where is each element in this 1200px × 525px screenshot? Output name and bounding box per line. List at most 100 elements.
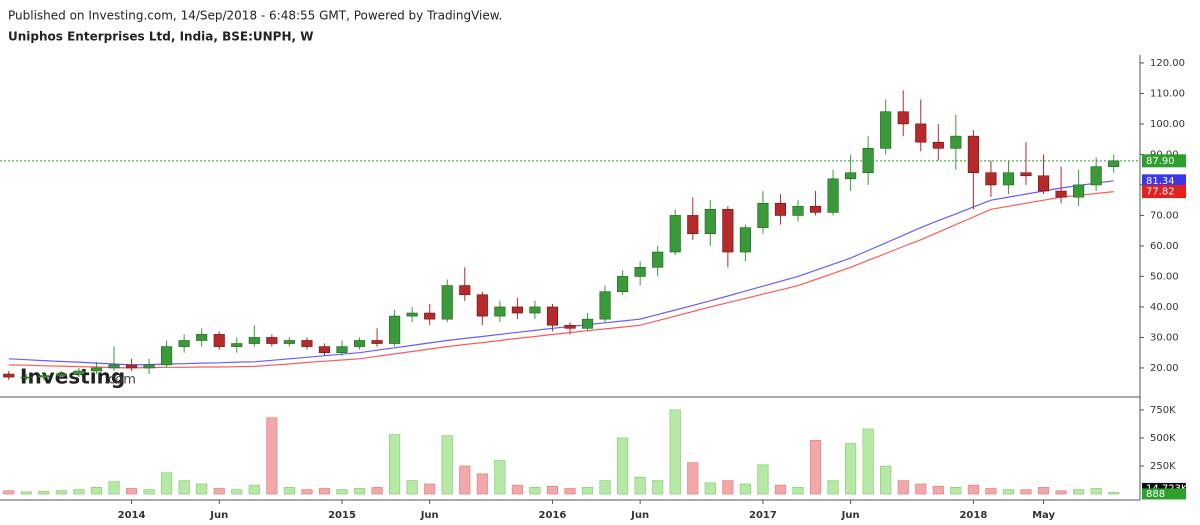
volume-bar <box>248 484 260 495</box>
candle-body <box>932 141 944 149</box>
watermark-suffix: .com <box>104 373 136 388</box>
y-tick-label: 20.00 <box>1150 363 1179 374</box>
last-value-label: 888 <box>1146 489 1165 500</box>
x-tick-label: 2016 <box>539 510 567 521</box>
volume-bar <box>634 476 646 495</box>
candle-body <box>389 315 401 344</box>
volume-bar <box>196 483 208 495</box>
volume-bar <box>283 487 295 495</box>
volume-bar <box>809 439 822 495</box>
volume-bar <box>353 488 366 495</box>
volume-bar <box>90 487 103 495</box>
volume-bar <box>915 483 927 495</box>
candle-body <box>722 209 734 253</box>
last-value-badge <box>1142 482 1186 494</box>
candle-body <box>546 306 559 326</box>
candle-body <box>196 334 208 341</box>
x-tick-label: Jun <box>209 510 228 521</box>
candle-body <box>739 227 751 253</box>
candle-body <box>213 334 225 347</box>
candle-body <box>845 172 857 180</box>
moving-average-line <box>8 180 1114 366</box>
volume-bar <box>862 428 874 495</box>
y-tick-label: 110.00 <box>1150 88 1185 99</box>
y-tick-label: 500K <box>1150 433 1176 444</box>
volume-bar <box>266 417 278 495</box>
volume-bar <box>511 484 523 495</box>
volume-bar <box>318 488 331 495</box>
candle-body <box>424 312 436 320</box>
candle-body <box>1002 172 1015 186</box>
volume-bar <box>757 464 769 495</box>
candle-body <box>634 266 646 277</box>
candle-body <box>178 340 190 347</box>
volume-bar <box>143 489 155 495</box>
candle-body <box>371 340 383 344</box>
candle-body <box>125 364 138 369</box>
volume-bar <box>652 480 664 495</box>
volume-bar <box>55 490 67 495</box>
candle-body <box>266 337 278 344</box>
volume-bar <box>459 465 471 495</box>
volume-bar <box>406 480 418 495</box>
candle-body <box>809 205 822 213</box>
x-tick-label: Jun <box>420 510 439 521</box>
y-tick-label: 250K <box>1150 461 1176 472</box>
candle-body <box>862 148 874 174</box>
candle-body <box>301 340 313 347</box>
volume-bar <box>125 488 138 495</box>
y-tick-label: 750K <box>1150 405 1176 416</box>
x-tick-label: 2014 <box>118 510 146 521</box>
moving-average-line <box>8 191 1114 369</box>
candle-body <box>161 346 173 366</box>
candle-body <box>283 340 295 344</box>
y-tick-label: 30.00 <box>1150 332 1179 343</box>
candle-body <box>1108 160 1120 167</box>
volume-bar <box>1037 487 1050 495</box>
volume-bar <box>73 489 85 495</box>
candle-body <box>1020 172 1032 177</box>
volume-bar <box>985 488 997 495</box>
volume-bar <box>231 489 243 495</box>
candle-body <box>476 294 488 317</box>
watermark-brand: Investing <box>20 365 125 389</box>
volume-bar <box>424 483 436 495</box>
volume-bar <box>617 437 629 495</box>
volume-bar <box>3 490 15 495</box>
candle-body <box>985 172 997 186</box>
candle-body <box>880 111 892 149</box>
volume-bar <box>599 480 611 495</box>
candle-body <box>143 364 155 369</box>
last-value-label: 87.90 <box>1146 156 1175 167</box>
candle-body <box>336 346 348 353</box>
volume-bar <box>20 491 32 495</box>
volume-bar <box>581 487 594 495</box>
y-tick-label: 120.00 <box>1150 58 1185 69</box>
x-tick-label: May <box>1032 510 1055 521</box>
volume-bar <box>1073 489 1085 495</box>
volume-bar <box>441 435 453 495</box>
volume-bar <box>108 481 120 495</box>
candle-body <box>529 306 541 314</box>
volume-bar <box>1055 490 1067 495</box>
x-tick-label: Jun <box>841 510 860 521</box>
candle-body <box>792 205 804 216</box>
volume-bar <box>687 462 699 495</box>
volume-bar <box>932 485 944 495</box>
candle-body <box>20 376 32 379</box>
volume-bar <box>178 480 190 495</box>
candle-body <box>652 251 664 268</box>
candle-body <box>3 373 15 378</box>
y-tick-label: 100.00 <box>1150 119 1185 130</box>
volume-bar <box>827 480 839 495</box>
last-value-badge <box>1142 174 1186 188</box>
volume-bar <box>389 434 401 495</box>
last-value-label: 81.34 <box>1146 176 1175 187</box>
volume-bar <box>1002 489 1015 495</box>
volume-bar <box>336 489 348 495</box>
symbol-title: Uniphos Enterprises Ltd, India, BSE:UNPH… <box>8 30 314 44</box>
y-tick-label: 70.00 <box>1150 210 1179 221</box>
candle-body <box>318 346 331 353</box>
